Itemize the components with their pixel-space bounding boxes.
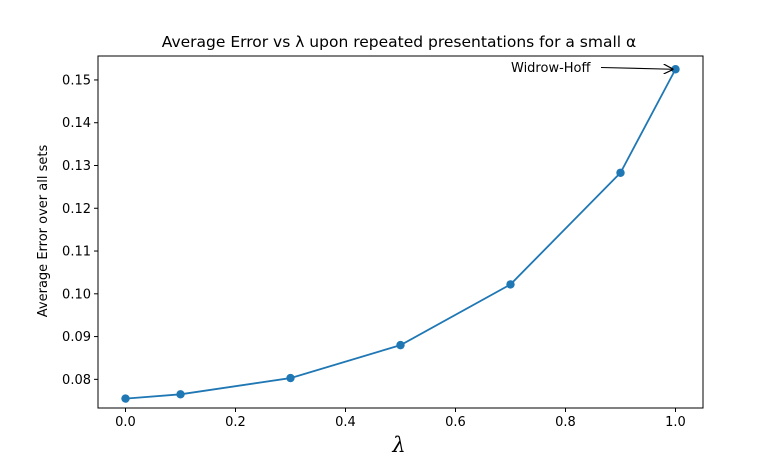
data-point bbox=[396, 340, 405, 350]
chart-title: Average Error vs λ upon repeated present… bbox=[162, 33, 636, 51]
data-point bbox=[286, 373, 295, 383]
data-point bbox=[616, 168, 625, 177]
axes-frame bbox=[97, 55, 704, 409]
x-tick-label: 1.0 bbox=[665, 415, 686, 430]
y-tick-label: 0.08 bbox=[62, 373, 91, 388]
x-axis-label: λ bbox=[391, 433, 405, 457]
data-point bbox=[671, 65, 680, 74]
y-tick-label: 0.14 bbox=[62, 116, 91, 131]
y-tick-label: 0.15 bbox=[62, 73, 91, 88]
annotation-arrow bbox=[600, 68, 673, 70]
x-tick-label: 0.6 bbox=[445, 415, 466, 430]
y-tick-label: 0.12 bbox=[62, 202, 91, 217]
x-tick-label: 0.8 bbox=[555, 415, 576, 430]
x-tick-label: 0.4 bbox=[335, 415, 356, 430]
y-tick-label: 0.11 bbox=[62, 245, 91, 260]
y-axis-label: Average Error over all sets bbox=[36, 145, 51, 318]
y-tick-label: 0.09 bbox=[62, 330, 91, 345]
annotation-label: Widrow-Hoff bbox=[511, 61, 591, 76]
x-tick-label: 0.2 bbox=[225, 415, 246, 430]
data-point bbox=[506, 280, 515, 289]
plot-area: 0.0 0.2 0.4 0.6 0.8 1.0 0.08 0.09 0.10 0.11 0.12 0.… bbox=[62, 55, 704, 430]
data-point bbox=[176, 390, 185, 399]
x-tick-label: 0.0 bbox=[115, 415, 136, 430]
y-tick-label: 0.13 bbox=[62, 159, 91, 174]
data-point bbox=[121, 394, 130, 403]
y-tick-label: 0.10 bbox=[62, 287, 91, 302]
